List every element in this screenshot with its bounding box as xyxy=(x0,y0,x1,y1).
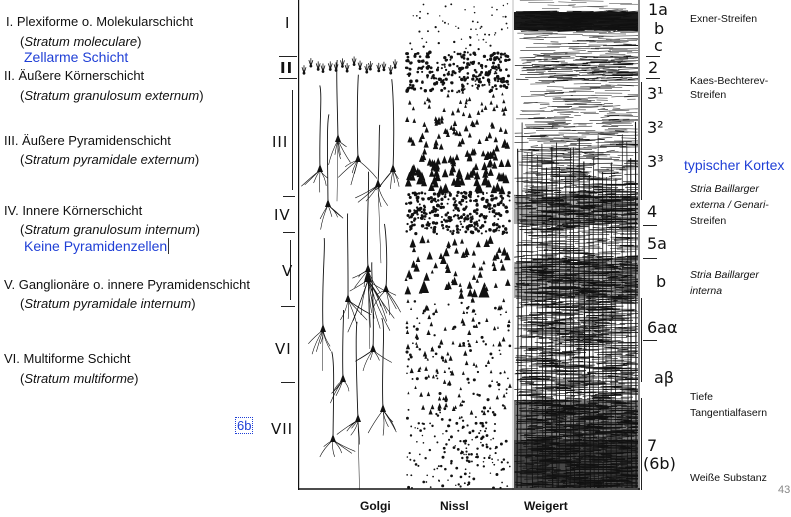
label-tiefe-line1: Tiefe xyxy=(690,391,713,403)
nissl-panel xyxy=(404,3,512,490)
annotation-6b: 6b xyxy=(235,417,254,434)
sublayer-1c: c xyxy=(654,36,663,55)
sublayer-3-3: 3³ xyxy=(647,152,664,171)
sublayer-4: 4 xyxy=(647,202,658,221)
roman-i: I xyxy=(285,14,291,32)
tick-ii-bottom xyxy=(279,78,297,79)
annotation-typischer-kortex: typischer Kortex xyxy=(684,157,785,173)
sublayer-2: 2 xyxy=(648,58,659,77)
sublayer-5a: 5a xyxy=(647,234,667,253)
sublayer-1a: 1a xyxy=(648,0,668,19)
label-stria-baillarger-interna-line1: Stria Baillarger xyxy=(690,269,759,281)
label-stria-baillarger-externa-line2: externa / Genari- xyxy=(690,199,769,211)
bracket-sub-3 xyxy=(641,82,642,200)
bracket-v xyxy=(290,240,291,300)
bracket-sub-7 xyxy=(641,398,642,490)
column-header-weigert: Weigert xyxy=(524,499,568,513)
sublayer-1b: b xyxy=(654,19,665,38)
layer-1-name: I. Plexiforme o. Molekularschicht xyxy=(6,14,194,29)
tick-sub-6a-beta xyxy=(643,340,657,341)
page-number: 43 xyxy=(778,484,791,496)
layer-4-latin: (Stratum granulosum internum) xyxy=(20,222,200,237)
layer-4-name: IV. Innere Körnerschicht xyxy=(4,203,143,218)
tick-sub-2-bottom xyxy=(646,78,660,79)
roman-iii: III xyxy=(272,133,289,151)
tick-sub-2-top xyxy=(646,56,660,57)
layer-6-latin: (Stratum multiforme) xyxy=(20,371,139,386)
layer-5-name: V. Ganglionäre o. innere Pyramidenschich… xyxy=(4,277,250,292)
tick-iv-bottom xyxy=(283,232,295,233)
roman-ii: II xyxy=(280,59,294,77)
column-header-nissl: Nissl xyxy=(440,499,469,513)
layer-6-name: VI. Multiforme Schicht xyxy=(4,351,131,366)
label-stria-baillarger-externa-line1: Stria Baillarger xyxy=(690,183,759,195)
tick-vi-top xyxy=(281,306,295,307)
layer-3-latin: (Stratum pyramidale externum) xyxy=(20,152,200,167)
column-header-golgi: Golgi xyxy=(360,499,391,513)
tick-vii-top xyxy=(281,382,295,383)
label-exner-streifen: Exner-Streifen xyxy=(690,13,758,25)
cortex-histology-plate xyxy=(298,0,640,490)
tick-iv-top xyxy=(283,196,295,197)
tick-ii-top xyxy=(279,56,297,57)
label-stria-baillarger-interna-line2: interna xyxy=(690,285,723,297)
golgi-panel xyxy=(301,56,401,490)
bracket-sub-6a xyxy=(641,298,642,382)
roman-v: V xyxy=(282,262,294,280)
label-tiefe-line2: Tangentialfasern xyxy=(690,407,768,419)
layer-2-latin: (Stratum granulosum externum) xyxy=(20,88,204,103)
annotation-zellarme-schicht: Zellarme Schicht xyxy=(24,49,129,65)
sublayer-6b: (6b) xyxy=(643,454,676,473)
label-stria-baillarger-externa-line3: Streifen xyxy=(690,215,727,227)
weigert-panel xyxy=(512,0,639,490)
tick-sub-5b-top xyxy=(643,258,657,259)
sublayer-5b: b xyxy=(656,272,667,291)
sublayer-6a-alpha: 6aα xyxy=(647,318,678,337)
label-weisse-substanz: Weiße Substanz xyxy=(690,472,767,484)
layer-2-name: II. Äußere Körnerschicht xyxy=(4,68,145,83)
roman-iv: IV xyxy=(274,206,291,224)
sublayer-3-1: 3¹ xyxy=(647,84,664,103)
sublayer-7: 7 xyxy=(647,436,658,455)
sublayer-3-2: 3² xyxy=(647,118,664,137)
layer-3-name: III. Äußere Pyramidenschicht xyxy=(4,133,171,148)
label-kaes-bechterev-streifen: Kaes-Bechterev-Streifen xyxy=(690,75,769,101)
roman-vii: VII xyxy=(271,420,294,438)
tick-sub-5-top xyxy=(643,225,657,226)
annotation-keine-pyramidenzellen: Keine Pyramidenzellen xyxy=(24,238,170,254)
roman-vi: VI xyxy=(275,340,292,358)
layer-5-latin: (Stratum pyramidale internum) xyxy=(20,296,196,311)
sublayer-6a-beta: aβ xyxy=(654,368,675,387)
bracket-iii xyxy=(292,90,293,190)
layer-1-latin: (Stratum moleculare) xyxy=(20,34,142,49)
